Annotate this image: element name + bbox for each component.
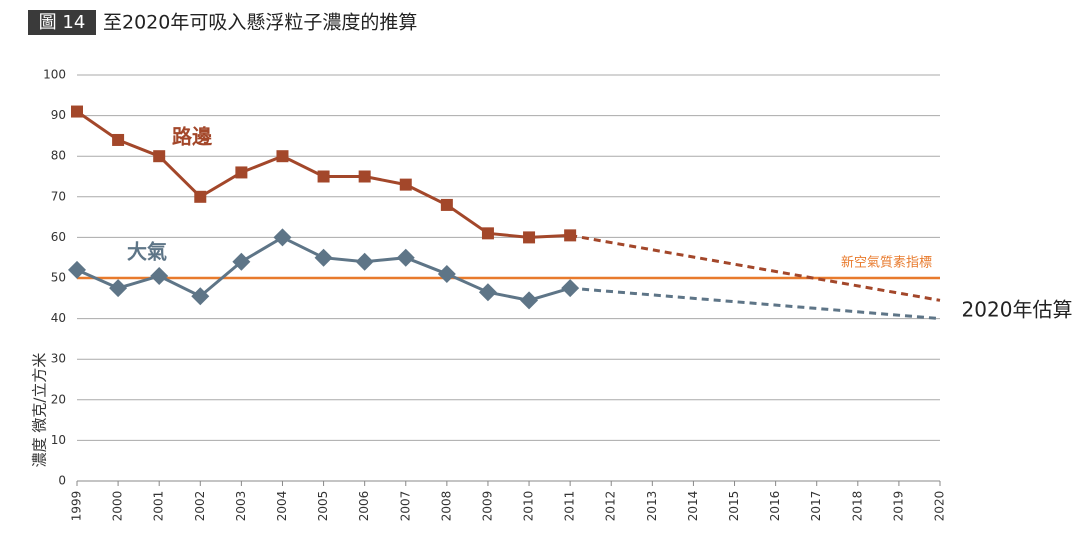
marker xyxy=(232,252,251,271)
marker xyxy=(194,190,207,203)
projection-line xyxy=(570,286,941,321)
y-tick-label: 60 xyxy=(51,230,66,244)
y-tick-label: 20 xyxy=(51,392,66,406)
x-tick-label: 2020 xyxy=(933,491,947,522)
x-tick-label: 2017 xyxy=(809,491,823,522)
chart-title: 至2020年可吸入懸浮粒子濃度的推算 xyxy=(103,12,417,34)
marker xyxy=(191,287,210,306)
y-tick-label: 100 xyxy=(43,68,66,82)
marker xyxy=(399,178,412,191)
marker xyxy=(150,266,169,285)
x-tick-label: 2006 xyxy=(357,491,371,522)
x-tick-label: 2010 xyxy=(522,491,536,522)
marker xyxy=(273,228,292,247)
x-tick-label: 2004 xyxy=(275,491,289,522)
x-tick-label: 2019 xyxy=(891,491,905,522)
x-tick-label: 2015 xyxy=(727,491,741,522)
y-tick-label: 10 xyxy=(51,433,66,447)
x-tick-label: 2014 xyxy=(686,491,700,522)
y-tick-label: 50 xyxy=(51,271,66,285)
marker xyxy=(109,279,128,298)
x-tick-label: 2002 xyxy=(193,491,207,522)
projection-line xyxy=(569,233,941,302)
x-tick-label: 2009 xyxy=(480,491,494,522)
marker xyxy=(112,133,125,146)
marker xyxy=(561,279,580,298)
projection-label: 2020年估算 xyxy=(962,298,1073,322)
y-tick-label: 70 xyxy=(51,189,66,203)
marker xyxy=(235,166,248,179)
x-tick-label: 2016 xyxy=(768,491,782,522)
marker xyxy=(358,170,371,183)
x-tick-label: 2007 xyxy=(398,491,412,522)
x-tick-label: 2013 xyxy=(645,491,659,522)
marker xyxy=(564,229,577,242)
series-label: 路邊 xyxy=(172,125,213,149)
badge: 圖 14 xyxy=(39,12,86,33)
marker xyxy=(520,291,539,310)
marker xyxy=(314,248,333,267)
x-tick-label: 2005 xyxy=(316,491,330,522)
x-tick-label: 2008 xyxy=(439,491,453,522)
marker xyxy=(68,260,86,279)
y-tick-label: 30 xyxy=(51,352,66,366)
y-tick-label: 80 xyxy=(51,149,66,163)
x-tick-label: 2000 xyxy=(111,491,125,522)
badge-bg xyxy=(28,10,96,35)
marker xyxy=(276,150,289,163)
marker xyxy=(71,105,83,118)
reference-label: 新空氣質素指標 xyxy=(841,255,932,271)
x-tick-label: 2018 xyxy=(850,491,864,522)
marker xyxy=(153,150,166,163)
series-label: 大氣 xyxy=(127,240,167,264)
marker xyxy=(478,283,497,302)
y-tick-label: 90 xyxy=(51,108,66,122)
y-tick-label: 40 xyxy=(51,311,66,325)
x-tick-label: 2001 xyxy=(152,491,166,522)
x-tick-label: 2011 xyxy=(563,491,577,522)
y-tick-label: 0 xyxy=(58,474,66,488)
y-axis-label: 濃度 微克/立方米 xyxy=(31,353,49,468)
x-tick-label: 2003 xyxy=(234,491,248,522)
marker xyxy=(440,198,453,211)
marker xyxy=(523,231,536,244)
marker xyxy=(396,248,415,267)
x-tick-label: 2012 xyxy=(604,491,618,522)
marker xyxy=(355,252,374,271)
marker xyxy=(437,264,456,283)
x-tick-label: 1999 xyxy=(70,491,84,522)
marker xyxy=(481,227,494,240)
marker xyxy=(317,170,330,183)
